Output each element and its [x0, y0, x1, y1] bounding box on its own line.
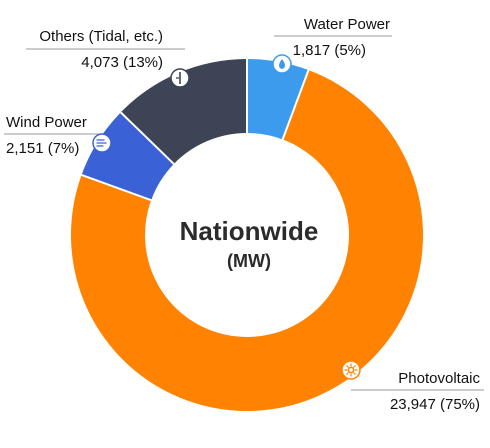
- label-value-water-power: 1,817 (5%): [293, 42, 366, 59]
- slice-others-tidal-etc: [120, 59, 247, 164]
- slices-group: [71, 59, 423, 412]
- water-drop-icon: [272, 54, 292, 74]
- center-title: Nationwide: [180, 216, 319, 246]
- callouts-group: Water Power 1,817 (5%) Photovoltaic 23,947 …: [4, 16, 484, 413]
- slice-separator: [81, 173, 152, 202]
- slice-photovoltaic: [71, 70, 423, 412]
- tidal-gauge-icon: [170, 68, 190, 88]
- label-name-wind-power: Wind Power: [6, 114, 87, 131]
- label-name-photovoltaic: Photovoltaic: [398, 370, 480, 387]
- separators-group: [81, 59, 310, 202]
- label-name-water-power: Water Power: [304, 16, 390, 33]
- label-value-wind-power: 2,151 (7%): [6, 140, 79, 157]
- label-value-photovoltaic: 23,947 (75%): [390, 396, 480, 413]
- sun-icon: [341, 360, 361, 380]
- slice-separator: [120, 111, 175, 165]
- label-value-others-tidal-etc: 4,073 (13%): [81, 54, 163, 71]
- slice-water-power: [247, 59, 309, 140]
- center-unit: (MW): [227, 251, 271, 271]
- slice-separator: [281, 69, 310, 140]
- label-name-others-tidal-etc: Others (Tidal, etc.): [39, 28, 163, 45]
- icons-group: [92, 54, 361, 380]
- wind-icon: [92, 133, 112, 153]
